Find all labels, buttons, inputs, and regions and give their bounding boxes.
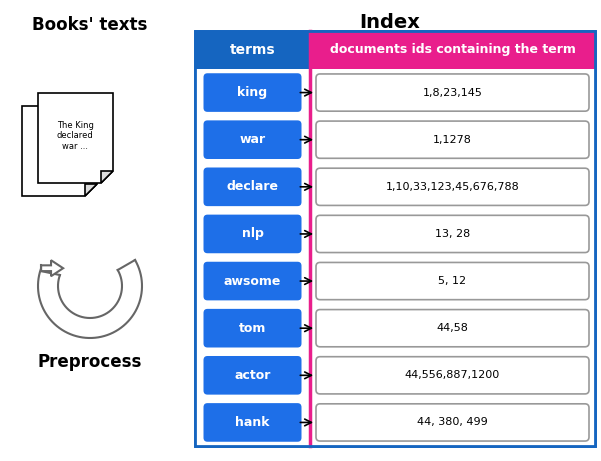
Text: Preprocess: Preprocess — [38, 353, 142, 371]
Polygon shape — [41, 260, 63, 276]
FancyBboxPatch shape — [204, 403, 302, 442]
Text: awsome: awsome — [224, 275, 281, 288]
FancyBboxPatch shape — [204, 309, 302, 348]
FancyBboxPatch shape — [204, 262, 302, 301]
Text: documents ids containing the term: documents ids containing the term — [329, 43, 575, 57]
Text: hank: hank — [235, 416, 270, 429]
Text: terms: terms — [230, 43, 275, 57]
FancyBboxPatch shape — [195, 69, 310, 446]
FancyBboxPatch shape — [316, 168, 589, 206]
Text: tom: tom — [239, 322, 266, 335]
FancyBboxPatch shape — [316, 357, 589, 394]
Text: 5, 12: 5, 12 — [439, 276, 466, 286]
FancyBboxPatch shape — [310, 69, 595, 446]
FancyBboxPatch shape — [316, 404, 589, 441]
Text: 1,1278: 1,1278 — [433, 135, 472, 145]
Text: The King
declared
war ...: The King declared war ... — [56, 121, 93, 151]
FancyBboxPatch shape — [204, 167, 302, 206]
Text: 1,10,33,123,45,676,788: 1,10,33,123,45,676,788 — [386, 182, 519, 192]
FancyBboxPatch shape — [204, 215, 302, 253]
FancyBboxPatch shape — [316, 121, 589, 158]
Polygon shape — [101, 171, 113, 183]
Polygon shape — [85, 184, 97, 196]
Text: war: war — [239, 133, 266, 146]
Text: 1,8,23,145: 1,8,23,145 — [423, 88, 483, 98]
FancyBboxPatch shape — [316, 310, 589, 347]
Text: declare: declare — [227, 180, 278, 193]
FancyBboxPatch shape — [204, 120, 302, 159]
Text: 13, 28: 13, 28 — [435, 229, 470, 239]
FancyBboxPatch shape — [195, 31, 595, 446]
Text: 44,556,887,1200: 44,556,887,1200 — [405, 370, 500, 380]
Text: 44,58: 44,58 — [436, 323, 468, 333]
FancyBboxPatch shape — [204, 356, 302, 395]
Polygon shape — [22, 106, 97, 196]
FancyBboxPatch shape — [316, 262, 589, 300]
Text: Index: Index — [359, 13, 421, 32]
Text: actor: actor — [234, 369, 270, 382]
Text: Books' texts: Books' texts — [32, 16, 148, 34]
Text: 44, 380, 499: 44, 380, 499 — [417, 418, 488, 427]
Text: king: king — [237, 86, 267, 99]
FancyBboxPatch shape — [316, 215, 589, 253]
FancyBboxPatch shape — [204, 73, 302, 112]
Text: nlp: nlp — [242, 227, 263, 241]
FancyBboxPatch shape — [316, 74, 589, 111]
FancyBboxPatch shape — [310, 31, 595, 69]
Polygon shape — [38, 93, 113, 183]
